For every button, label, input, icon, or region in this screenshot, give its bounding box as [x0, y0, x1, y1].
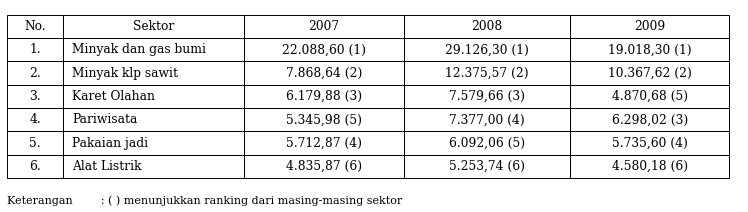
Text: 4.870,68 (5): 4.870,68 (5) — [612, 90, 687, 103]
Bar — [245, 15, 404, 38]
Text: 4.: 4. — [29, 113, 41, 126]
Text: Keterangan        : ( ) menunjukkan ranking dari masing-masing sektor: Keterangan : ( ) menunjukkan ranking dar… — [7, 195, 402, 206]
Text: 2008: 2008 — [471, 20, 503, 33]
Bar — [245, 155, 404, 178]
Bar — [245, 38, 404, 61]
Text: 7.579,66 (3): 7.579,66 (3) — [449, 90, 525, 103]
Bar — [7, 15, 63, 38]
Bar — [404, 15, 570, 38]
Text: 22.088,60 (1): 22.088,60 (1) — [282, 43, 366, 56]
Text: 2009: 2009 — [634, 20, 665, 33]
Text: Sektor: Sektor — [133, 20, 174, 33]
Text: 7.868,64 (2): 7.868,64 (2) — [286, 67, 362, 80]
Bar — [245, 108, 404, 131]
Text: 2.: 2. — [29, 67, 41, 80]
Bar — [7, 61, 63, 85]
Text: 10.367,62 (2): 10.367,62 (2) — [608, 67, 692, 80]
Text: 6.: 6. — [29, 160, 41, 173]
Bar — [7, 155, 63, 178]
Text: 6.092,06 (5): 6.092,06 (5) — [449, 137, 525, 150]
Bar — [570, 15, 729, 38]
Text: Pakaian jadi: Pakaian jadi — [72, 137, 148, 150]
Text: 6.179,88 (3): 6.179,88 (3) — [286, 90, 362, 103]
Bar — [570, 61, 729, 85]
Bar — [570, 131, 729, 155]
Text: No.: No. — [25, 20, 46, 33]
Text: Alat Listrik: Alat Listrik — [72, 160, 141, 173]
Bar — [245, 131, 404, 155]
Text: 5.712,87 (4): 5.712,87 (4) — [286, 137, 362, 150]
Bar — [404, 85, 570, 108]
Text: 5.345,98 (5): 5.345,98 (5) — [286, 113, 362, 126]
Bar — [404, 61, 570, 85]
Text: 29.126,30 (1): 29.126,30 (1) — [445, 43, 529, 56]
Text: 5.: 5. — [29, 137, 41, 150]
Text: 12.375,57 (2): 12.375,57 (2) — [445, 67, 529, 80]
Bar — [63, 131, 245, 155]
Bar — [63, 15, 245, 38]
Bar — [7, 85, 63, 108]
Bar — [570, 38, 729, 61]
Text: 19.018,30 (1): 19.018,30 (1) — [608, 43, 692, 56]
Text: 5.735,60 (4): 5.735,60 (4) — [612, 137, 687, 150]
Text: Minyak klp sawit: Minyak klp sawit — [72, 67, 178, 80]
Text: Pariwisata: Pariwisata — [72, 113, 138, 126]
Text: Minyak dan gas bumi: Minyak dan gas bumi — [72, 43, 206, 56]
Bar — [245, 85, 404, 108]
Bar — [63, 108, 245, 131]
Bar — [7, 108, 63, 131]
Text: 4.580,18 (6): 4.580,18 (6) — [612, 160, 687, 173]
Bar — [63, 38, 245, 61]
Text: 6.298,02 (3): 6.298,02 (3) — [612, 113, 688, 126]
Bar — [404, 38, 570, 61]
Bar — [7, 38, 63, 61]
Text: Karet Olahan: Karet Olahan — [72, 90, 155, 103]
Bar — [63, 85, 245, 108]
Text: 7.377,00 (4): 7.377,00 (4) — [449, 113, 524, 126]
Text: 4.835,87 (6): 4.835,87 (6) — [286, 160, 362, 173]
Text: 3.: 3. — [29, 90, 41, 103]
Text: 1.: 1. — [29, 43, 41, 56]
Bar — [404, 155, 570, 178]
Bar — [570, 85, 729, 108]
Bar — [7, 131, 63, 155]
Bar — [404, 108, 570, 131]
Text: 5.253,74 (6): 5.253,74 (6) — [449, 160, 525, 173]
Bar — [570, 108, 729, 131]
Bar — [245, 61, 404, 85]
Bar — [570, 155, 729, 178]
Bar — [404, 131, 570, 155]
Bar — [63, 61, 245, 85]
Text: 2007: 2007 — [308, 20, 340, 33]
Bar — [63, 155, 245, 178]
